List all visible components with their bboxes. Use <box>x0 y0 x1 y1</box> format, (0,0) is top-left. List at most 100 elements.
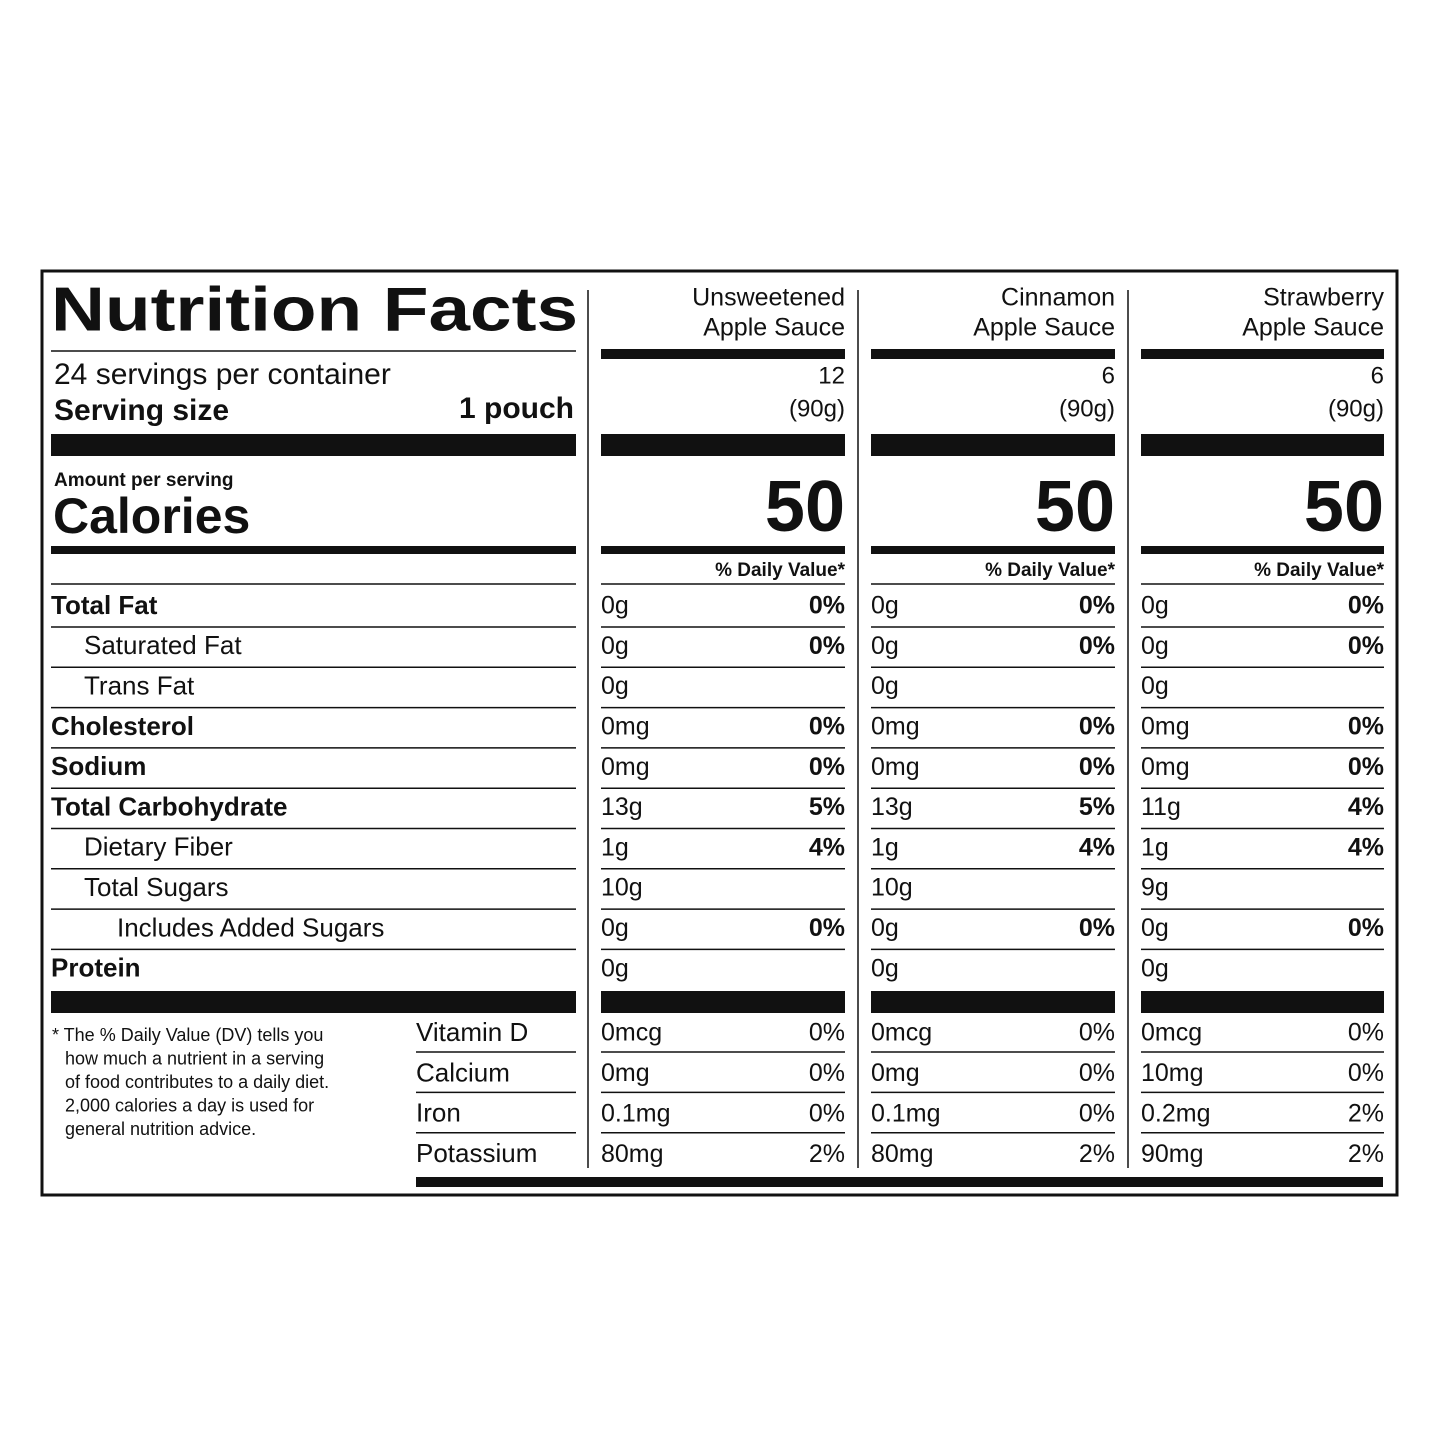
vitamin-amount: 80mg <box>601 1140 664 1168</box>
vitamin-daily-value: 0% <box>1079 1099 1115 1127</box>
amount-per-serving: Amount per serving <box>54 470 233 491</box>
nutrient-amount: 11g <box>1141 793 1181 821</box>
nutrient-amount: 0g <box>871 954 899 982</box>
nutrient-amount: 0g <box>601 592 629 620</box>
product-name: Cinnamon <box>1001 284 1115 312</box>
product-calories: 50 <box>1304 467 1384 547</box>
serving-size-label: Serving size <box>54 394 229 427</box>
nutrient-daily-value: 4% <box>1348 793 1384 821</box>
vitamin-amount: 0.2mg <box>1141 1099 1210 1127</box>
nutrient-amount: 0g <box>1141 632 1169 660</box>
nutrient-label: Includes Added Sugars <box>117 912 384 942</box>
thick-bar <box>1141 434 1384 456</box>
nutrient-daily-value: 5% <box>1079 793 1115 821</box>
nutrient-daily-value: 0% <box>809 713 845 741</box>
nutrient-label: Protein <box>51 953 141 983</box>
vitamin-label: Potassium <box>416 1138 537 1168</box>
vitamin-amount: 0mcg <box>871 1019 932 1047</box>
thick-bar <box>1141 991 1384 1013</box>
thick-bar <box>51 434 576 456</box>
nutrient-daily-value: 0% <box>809 914 845 942</box>
nutrient-daily-value: 4% <box>1348 833 1384 861</box>
vitamin-label: Vitamin D <box>416 1017 528 1047</box>
daily-value-header: % Daily Value* <box>1254 560 1385 581</box>
vitamin-amount: 0mcg <box>601 1019 662 1047</box>
nutrient-amount: 0g <box>601 672 629 700</box>
nutrient-label: Saturated Fat <box>84 630 242 660</box>
nutrient-amount: 0g <box>871 914 899 942</box>
nutrient-amount: 0g <box>1141 592 1169 620</box>
footnote-line: how much a nutrient in a serving <box>65 1048 324 1068</box>
nutrient-amount: 0mg <box>601 713 650 741</box>
nutrient-daily-value: 4% <box>1079 833 1115 861</box>
product-calories: 50 <box>765 467 845 547</box>
product-name: Unsweetened <box>692 284 845 312</box>
product-bar <box>1141 349 1384 359</box>
label-border <box>40 269 1399 1197</box>
nutrient-amount: 0mg <box>601 753 650 781</box>
nutrient-amount: 9g <box>1141 874 1169 902</box>
vitamin-amount: 0.1mg <box>871 1099 940 1127</box>
footnote-line: * The % Daily Value (DV) tells you <box>52 1025 323 1045</box>
nutrient-amount: 0g <box>601 632 629 660</box>
footnote-line: general nutrition advice. <box>65 1119 256 1139</box>
nutrient-daily-value: 4% <box>809 833 845 861</box>
product-name: Strawberry <box>1263 284 1384 312</box>
product-serving-weight: (90g) <box>1059 395 1115 422</box>
product-calories: 50 <box>1035 467 1115 547</box>
daily-value-header: % Daily Value* <box>715 560 846 581</box>
vitamin-amount: 0mg <box>601 1059 650 1087</box>
vitamin-label: Iron <box>416 1098 461 1128</box>
thick-bar <box>871 434 1115 456</box>
thick-bar <box>601 991 845 1013</box>
nutrient-amount: 10g <box>601 874 643 902</box>
nutrient-amount: 0g <box>1141 914 1169 942</box>
nutrient-amount: 0g <box>601 914 629 942</box>
nutrient-label: Cholesterol <box>51 711 194 741</box>
nutrient-amount: 1g <box>601 833 629 861</box>
nutrient-daily-value: 0% <box>809 632 845 660</box>
nutrient-amount: 0mg <box>1141 713 1190 741</box>
nutrient-daily-value: 0% <box>1348 632 1384 660</box>
nutrient-amount: 13g <box>871 793 913 821</box>
vitamin-amount: 90mg <box>1141 1140 1204 1168</box>
nutrient-daily-value: 0% <box>1348 713 1384 741</box>
serving-size: 1 pouch <box>459 392 574 425</box>
vitamin-amount: 0mg <box>871 1059 920 1087</box>
nutrient-amount: 0g <box>871 672 899 700</box>
footnote-line: 2,000 calories a day is used for <box>65 1095 314 1115</box>
vitamin-amount: 10mg <box>1141 1059 1204 1087</box>
nutrient-daily-value: 0% <box>1348 753 1384 781</box>
vitamin-amount: 80mg <box>871 1140 934 1168</box>
nutrient-amount: 0mg <box>1141 753 1190 781</box>
servings-per-container: 24 servings per container <box>54 358 391 391</box>
nutrient-daily-value: 0% <box>809 753 845 781</box>
nutrient-amount: 0g <box>601 954 629 982</box>
vitamin-daily-value: 2% <box>1348 1140 1384 1168</box>
vitamin-label: Calcium <box>416 1057 510 1087</box>
nutrient-daily-value: 0% <box>1079 713 1115 741</box>
nutrient-daily-value: 0% <box>1348 592 1384 620</box>
product-servings: 12 <box>818 362 845 389</box>
nutrient-amount: 0g <box>1141 672 1169 700</box>
nutrient-label: Sodium <box>51 751 146 781</box>
nutrient-label: Dietary Fiber <box>84 832 233 862</box>
calories-label: Calories <box>53 488 250 544</box>
vitamin-daily-value: 2% <box>1079 1140 1115 1168</box>
medium-bar <box>51 546 576 554</box>
nutrient-label: Total Carbohydrate <box>51 791 287 821</box>
vitamin-daily-value: 0% <box>1348 1059 1384 1087</box>
daily-value-header: % Daily Value* <box>985 560 1116 581</box>
nutrient-amount: 0g <box>871 632 899 660</box>
vitamin-amount: 0.1mg <box>601 1099 670 1127</box>
medium-bar <box>601 546 845 554</box>
nutrient-amount: 13g <box>601 793 643 821</box>
product-serving-weight: (90g) <box>1328 395 1384 422</box>
nutrient-amount: 1g <box>1141 833 1169 861</box>
nutrient-daily-value: 5% <box>809 793 845 821</box>
medium-bar <box>1141 546 1384 554</box>
product-name: Apple Sauce <box>703 314 845 342</box>
product-bar <box>871 349 1115 359</box>
